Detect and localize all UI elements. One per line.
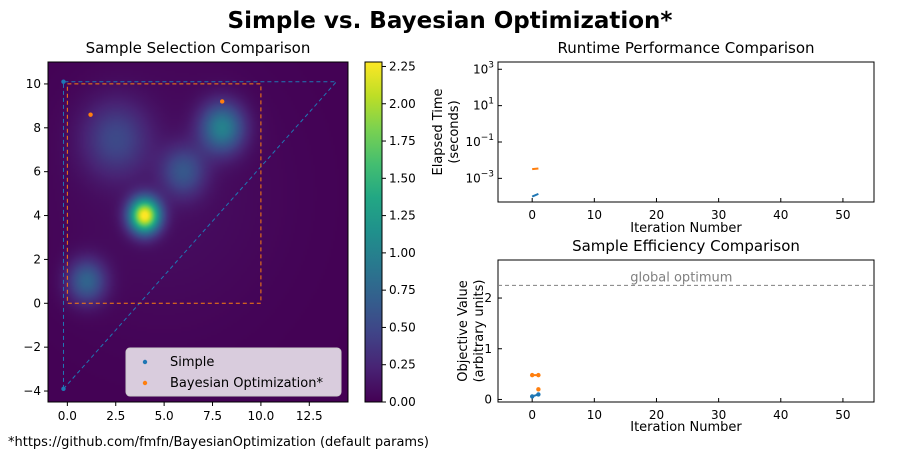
- y-tick-label: 1: [484, 342, 492, 356]
- tick-exponent: 3: [488, 60, 494, 70]
- y-axis-label: Elapsed Time: [431, 88, 446, 175]
- y-tick-label: 8: [33, 121, 41, 135]
- y-tick-label: −2: [23, 340, 41, 354]
- colorbar-bar: [364, 61, 383, 403]
- plot-frame: [497, 259, 875, 403]
- x-tick-label: 30: [711, 208, 726, 222]
- y-tick-label: 10−3: [465, 169, 494, 185]
- tick-exponent: 1: [488, 97, 494, 107]
- simple-sample-point: [61, 79, 66, 84]
- colorbar-tick-label: 0.25: [389, 358, 416, 372]
- plot-frame: [497, 61, 875, 203]
- colorbar-tick-label: 0.50: [389, 320, 416, 334]
- x-tick-label: 2.5: [106, 409, 125, 423]
- efficiency-panel: 0 10 20 30 40 50 0 1 2 global optimum Sample Effic…: [456, 237, 875, 435]
- bayes-runtime-line: [532, 167, 539, 171]
- tick-exponent: −1: [481, 133, 494, 143]
- x-axis-label: Iteration Number: [630, 420, 742, 435]
- y-axis-label: Objective Value: [456, 280, 471, 381]
- footnote: *https://github.com/fmfn/BayesianOptimiz…: [8, 435, 429, 450]
- y-tick-label: 10: [26, 77, 41, 91]
- colorbar: 0.00 0.25 0.50 0.75 1.00 1.25 1.50 1.75 2.00 2.25: [364, 59, 416, 409]
- y-tick-label: 2: [33, 252, 41, 266]
- simple-runtime-line: [531, 192, 539, 198]
- x-axis-label: Iteration Number: [630, 221, 742, 236]
- figure-title: Simple vs. Bayesian Optimization*: [228, 8, 673, 34]
- sample-selection-panel: 0.0 2.5 5.0 7.5 10.0 12.5 −4 −2 0 2 4 6 8 10 Sample Se…: [23, 39, 349, 423]
- y-tick-label: 4: [33, 209, 41, 223]
- panel-title: Runtime Performance Comparison: [557, 39, 814, 57]
- simple-efficiency-point: [529, 394, 535, 399]
- tick-base: 10: [473, 62, 488, 76]
- legend-simple-marker: [142, 359, 148, 365]
- x-tick-label: 30: [711, 408, 726, 422]
- colorbar-tick-label: 2.00: [389, 97, 416, 111]
- legend-bayes-label: Bayesian Optimization*: [170, 376, 323, 391]
- colorbar-tick-label: 0.75: [389, 283, 416, 297]
- bayes-search-region: [66, 83, 262, 304]
- plot-frame: [47, 61, 349, 403]
- bayes-sample-point: [219, 99, 225, 104]
- y-tick-label: 10−1: [465, 133, 494, 149]
- x-tick-label: 20: [649, 408, 664, 422]
- panel-title: Sample Selection Comparison: [86, 39, 311, 57]
- x-tick-label: 20: [649, 208, 664, 222]
- y-axis-label-units: (seconds): [447, 100, 462, 163]
- y-tick-label: 0: [33, 296, 41, 310]
- global-optimum-annotation: global optimum: [630, 270, 732, 285]
- y-tick-label: −4: [23, 384, 41, 398]
- legend-bayes-marker: [142, 380, 148, 386]
- colorbar-tick-label: 0.00: [389, 395, 416, 409]
- x-tick-label: 10: [587, 208, 602, 222]
- tick-base: 10: [473, 99, 488, 113]
- tick-base: 10: [465, 135, 480, 149]
- colorbar-tick-label: 1.25: [389, 209, 416, 223]
- y-tick-label: 0: [484, 392, 492, 406]
- heatmap-surface: [48, 62, 348, 402]
- colorbar-tick-label: 1.75: [389, 134, 416, 148]
- bayes-efficiency-point: [536, 387, 541, 392]
- x-tick-label: 0.0: [58, 409, 77, 423]
- x-tick-label: 5.0: [155, 409, 174, 423]
- x-tick-label: 7.5: [203, 409, 222, 423]
- x-tick-label: 10.0: [248, 409, 275, 423]
- x-tick-label: 50: [835, 408, 850, 422]
- tick-exponent: −3: [481, 169, 494, 179]
- bayes-efficiency-point: [536, 372, 541, 378]
- y-tick-label: 2: [484, 291, 492, 305]
- y-tick-label: 6: [33, 165, 41, 179]
- x-tick-label: 12.5: [296, 409, 323, 423]
- panel-title: Sample Efficiency Comparison: [572, 237, 800, 255]
- x-tick-label: 0: [528, 408, 536, 422]
- x-tick-label: 40: [773, 208, 788, 222]
- legend-box: [125, 347, 342, 397]
- bayes-sample-point: [88, 112, 93, 117]
- colorbar-tick-label: 1.50: [389, 171, 416, 185]
- y-tick-label: 101: [473, 97, 494, 113]
- x-tick-label: 40: [773, 408, 788, 422]
- simple-efficiency-point: [536, 392, 541, 397]
- y-tick-label: 103: [473, 60, 494, 76]
- simple-search-region: [62, 81, 338, 391]
- simple-sample-point: [61, 386, 66, 392]
- x-tick-label: 50: [835, 208, 850, 222]
- tick-base: 10: [465, 171, 480, 185]
- legend-simple-label: Simple: [170, 355, 214, 370]
- x-tick-label: 10: [587, 408, 602, 422]
- colorbar-tick-label: 2.25: [389, 59, 416, 73]
- bayes-efficiency-point: [529, 372, 535, 378]
- colorbar-tick-label: 1.00: [389, 246, 416, 260]
- x-tick-label: 0: [528, 208, 536, 222]
- y-axis-label-units: (arbitrary units): [472, 280, 487, 383]
